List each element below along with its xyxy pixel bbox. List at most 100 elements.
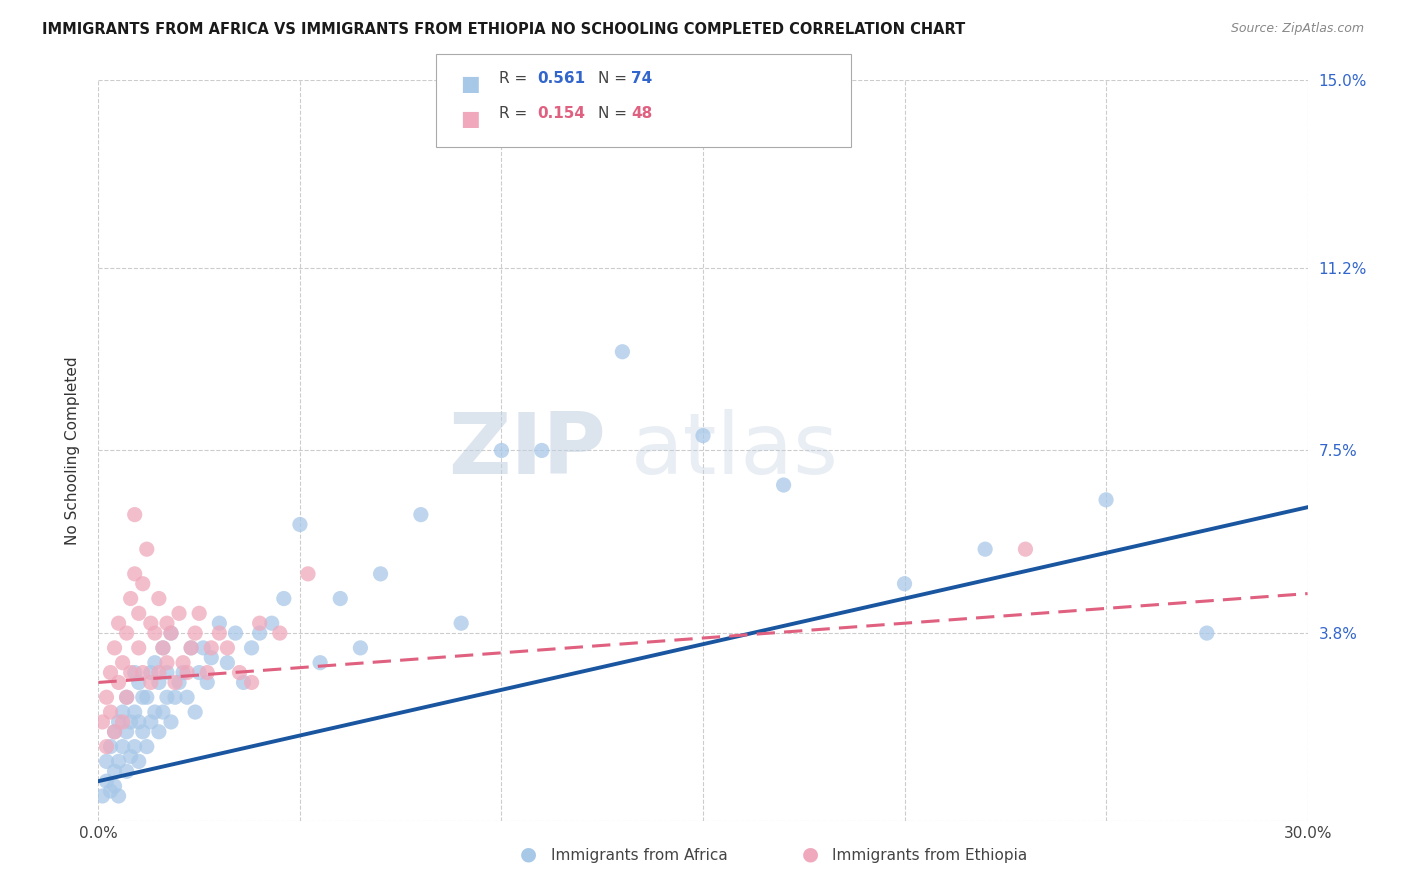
Point <box>107 755 129 769</box>
Point <box>269 626 291 640</box>
Text: Immigrants from Africa: Immigrants from Africa <box>551 848 728 863</box>
Point <box>111 656 134 670</box>
Point <box>491 443 513 458</box>
Text: 74: 74 <box>631 71 652 87</box>
Point <box>107 616 129 631</box>
Text: IMMIGRANTS FROM AFRICA VS IMMIGRANTS FROM ETHIOPIA NO SCHOOLING COMPLETED CORREL: IMMIGRANTS FROM AFRICA VS IMMIGRANTS FRO… <box>42 22 966 37</box>
Point <box>96 690 118 705</box>
Point <box>180 640 202 655</box>
Point <box>128 607 150 621</box>
Point <box>240 640 263 655</box>
Point <box>120 749 142 764</box>
Point <box>91 789 114 803</box>
Point <box>188 665 211 680</box>
Text: ●: ● <box>520 845 537 863</box>
Point <box>184 705 207 719</box>
Point <box>1014 542 1036 557</box>
Point <box>409 508 432 522</box>
Point <box>1095 492 1118 507</box>
Point <box>148 675 170 690</box>
Point <box>91 714 114 729</box>
Point <box>103 640 125 655</box>
Point <box>96 739 118 754</box>
Point <box>100 705 122 719</box>
Y-axis label: No Schooling Completed: No Schooling Completed <box>65 356 80 545</box>
Point <box>124 665 146 680</box>
Text: atlas: atlas <box>630 409 838 492</box>
Point <box>100 739 122 754</box>
Point <box>115 690 138 705</box>
Point <box>115 626 138 640</box>
Point <box>200 650 222 665</box>
Point <box>152 705 174 719</box>
Point <box>160 626 183 640</box>
Point <box>176 665 198 680</box>
Point <box>115 690 138 705</box>
Point <box>103 779 125 793</box>
Text: 0.154: 0.154 <box>537 106 585 121</box>
Text: R =: R = <box>499 106 533 121</box>
Point <box>139 714 162 729</box>
Point <box>193 640 215 655</box>
Point <box>128 675 150 690</box>
Text: ●: ● <box>801 845 818 863</box>
Point <box>139 665 162 680</box>
Point <box>139 675 162 690</box>
Point <box>612 344 634 359</box>
Point <box>974 542 997 557</box>
Point <box>107 714 129 729</box>
Point <box>217 640 239 655</box>
Text: N =: N = <box>598 71 631 87</box>
Point <box>208 616 231 631</box>
Point <box>128 640 150 655</box>
Point <box>96 774 118 789</box>
Point <box>156 656 179 670</box>
Text: ■: ■ <box>460 109 479 128</box>
Point <box>107 789 129 803</box>
Point <box>115 724 138 739</box>
Point <box>249 616 271 631</box>
Point <box>135 739 157 754</box>
Point <box>152 640 174 655</box>
Point <box>148 591 170 606</box>
Point <box>124 508 146 522</box>
Text: R =: R = <box>499 71 533 87</box>
Point <box>530 443 553 458</box>
Point <box>135 690 157 705</box>
Point <box>132 576 155 591</box>
Point <box>167 607 190 621</box>
Point <box>240 675 263 690</box>
Point <box>152 640 174 655</box>
Point <box>115 764 138 779</box>
Point <box>156 665 179 680</box>
Point <box>329 591 352 606</box>
Point <box>232 675 254 690</box>
Point <box>132 665 155 680</box>
Point <box>172 665 194 680</box>
Point <box>148 724 170 739</box>
Point <box>450 616 472 631</box>
Text: 0.561: 0.561 <box>537 71 585 87</box>
Point <box>195 675 218 690</box>
Point <box>176 690 198 705</box>
Point <box>273 591 295 606</box>
Point <box>156 616 179 631</box>
Point <box>120 591 142 606</box>
Text: ZIP: ZIP <box>449 409 606 492</box>
Point <box>163 690 186 705</box>
Point <box>692 428 714 442</box>
Point <box>260 616 283 631</box>
Point <box>893 576 915 591</box>
Point <box>156 690 179 705</box>
Point <box>180 640 202 655</box>
Point <box>249 626 271 640</box>
Point <box>160 714 183 729</box>
Point <box>143 656 166 670</box>
Point <box>100 665 122 680</box>
Point <box>103 724 125 739</box>
Point <box>111 739 134 754</box>
Point <box>120 665 142 680</box>
Point <box>128 714 150 729</box>
Point <box>139 616 162 631</box>
Point <box>124 739 146 754</box>
